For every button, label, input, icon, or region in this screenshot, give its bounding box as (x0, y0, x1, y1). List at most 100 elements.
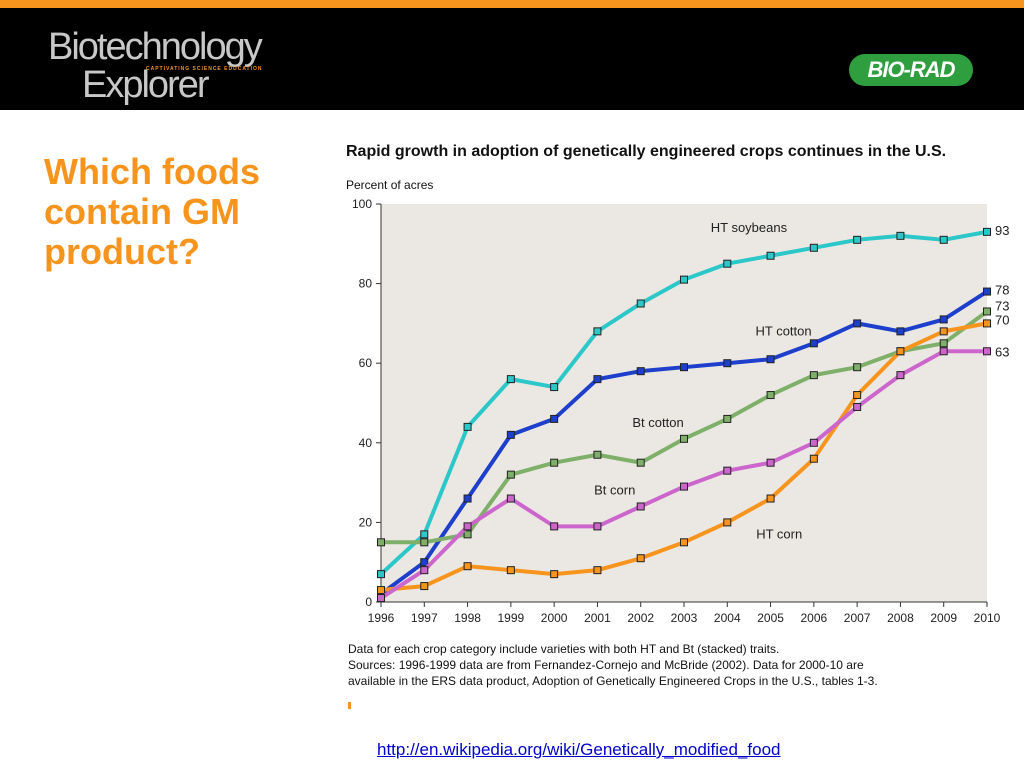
data-point-bt-cotton (809, 371, 818, 380)
y-tick-label: 60 (359, 356, 373, 370)
data-point-ht-corn (809, 454, 818, 463)
data-point-bt-cotton (506, 470, 515, 479)
data-point-bt-corn (680, 482, 688, 491)
data-point-ht-corn (636, 554, 645, 563)
data-point-ht-soybeans (506, 375, 515, 384)
data-point-ht-cotton (809, 339, 818, 348)
data-point-bt-cotton (377, 538, 385, 547)
data-point-ht-corn (680, 538, 688, 547)
wikipedia-link[interactable]: http://en.wikipedia.org/wiki/Genetically… (377, 740, 781, 759)
data-point-bt-cotton (723, 414, 732, 423)
chart-title: Rapid growth in adoption of genetically … (346, 143, 947, 160)
x-tick-label: 2009 (930, 611, 957, 625)
data-point-bt-cotton (680, 434, 688, 443)
chart-notes: Data for each crop category include vari… (348, 641, 878, 689)
data-point-ht-corn (939, 327, 948, 336)
data-point-ht-cotton (506, 430, 515, 439)
x-tick-label: 2010 (974, 611, 1001, 625)
x-tick-label: 1999 (498, 611, 525, 625)
data-point-bt-corn (766, 458, 775, 467)
x-tick-label: 1997 (411, 611, 438, 625)
y-tick-label: 100 (352, 197, 372, 211)
data-point-bt-corn (896, 371, 905, 380)
end-value-label-bt-corn: 63 (995, 344, 1009, 359)
data-point-ht-soybeans (550, 383, 559, 392)
chart-note-line: Sources: 1996-1999 data are from Fernand… (348, 658, 864, 672)
y-tick-label: 40 (359, 436, 373, 450)
data-point-bt-cotton (939, 339, 948, 348)
data-point-ht-soybeans (636, 299, 645, 308)
data-point-ht-corn (550, 570, 559, 579)
data-point-ht-soybeans (939, 235, 948, 244)
slide-title: Which foods contain GM product? (44, 151, 260, 272)
accent-top-bar (0, 0, 1024, 8)
data-point-bt-cotton (463, 530, 472, 539)
data-point-ht-soybeans (463, 422, 472, 431)
series-label-bt-cotton: Bt cotton (632, 415, 683, 430)
data-point-bt-cotton (420, 538, 429, 547)
data-point-ht-cotton (983, 287, 991, 296)
x-tick-label: 2006 (801, 611, 828, 625)
data-point-ht-corn (463, 562, 472, 571)
data-point-bt-corn (853, 402, 862, 411)
data-point-ht-soybeans (853, 235, 862, 244)
data-point-ht-corn (896, 347, 905, 356)
y-tick-label: 20 (359, 515, 373, 529)
data-point-ht-corn (723, 518, 732, 527)
series-label-ht-soybeans: HT soybeans (711, 220, 788, 235)
data-point-ht-soybeans (420, 530, 429, 539)
data-point-ht-soybeans (896, 231, 905, 240)
data-point-ht-cotton (680, 363, 688, 372)
data-point-bt-cotton (550, 458, 559, 467)
x-tick-label: 2003 (671, 611, 698, 625)
data-point-bt-corn (939, 347, 948, 356)
data-point-bt-cotton (593, 450, 602, 459)
end-value-label-ht-corn: 70 (995, 312, 1009, 327)
data-point-bt-corn (809, 438, 818, 447)
data-point-ht-soybeans (377, 570, 385, 579)
series-label-ht-corn: HT corn (756, 526, 802, 541)
data-point-ht-corn (853, 391, 862, 400)
x-tick-label: 2005 (757, 611, 784, 625)
x-tick-label: 2008 (887, 611, 914, 625)
data-point-ht-cotton (853, 319, 862, 328)
x-tick-label: 2000 (541, 611, 568, 625)
data-point-ht-cotton (766, 355, 775, 364)
data-point-bt-cotton (636, 458, 645, 467)
bio-rad-logo: BIO-RAD (849, 54, 973, 86)
data-point-bt-corn (463, 522, 472, 531)
header-banner: Biotechnology Explorer CAPTIVATING SCIEN… (0, 8, 1024, 110)
data-point-bt-corn (420, 566, 429, 575)
data-point-ht-soybeans (593, 327, 602, 336)
data-point-ht-soybeans (723, 259, 732, 268)
data-point-ht-corn (593, 566, 602, 575)
data-point-bt-corn (377, 594, 385, 603)
data-point-ht-cotton (593, 375, 602, 384)
data-point-bt-corn (723, 466, 732, 475)
data-point-ht-soybeans (809, 243, 818, 252)
data-point-bt-corn (593, 522, 602, 531)
logo-tagline: CAPTIVATING SCIENCE EDUCATION (146, 66, 263, 72)
data-point-ht-cotton (939, 315, 948, 324)
plot-background (381, 204, 987, 602)
logo-line2: Explorer (82, 64, 209, 106)
x-tick-label: 2004 (714, 611, 741, 625)
data-point-ht-cotton (550, 414, 559, 423)
data-point-bt-corn (983, 347, 991, 356)
data-point-ht-corn (506, 566, 515, 575)
x-tick-label: 2001 (584, 611, 611, 625)
data-point-ht-corn (420, 582, 429, 591)
end-value-label-ht-soybeans: 93 (995, 223, 1009, 238)
chart-y-axis-label: Percent of acres (346, 178, 434, 192)
data-point-ht-cotton (896, 327, 905, 336)
data-point-ht-soybeans (680, 275, 688, 284)
data-point-ht-corn (983, 319, 991, 328)
data-point-ht-corn (766, 494, 775, 503)
end-value-label-ht-cotton: 78 (995, 283, 1009, 298)
bullet-marker (348, 702, 351, 709)
end-value-label-bt-cotton: 73 (995, 298, 1009, 313)
data-point-bt-cotton (853, 363, 862, 372)
series-label-bt-corn: Bt corn (594, 483, 635, 498)
y-tick-label: 80 (359, 277, 373, 291)
data-point-bt-cotton (983, 307, 991, 316)
